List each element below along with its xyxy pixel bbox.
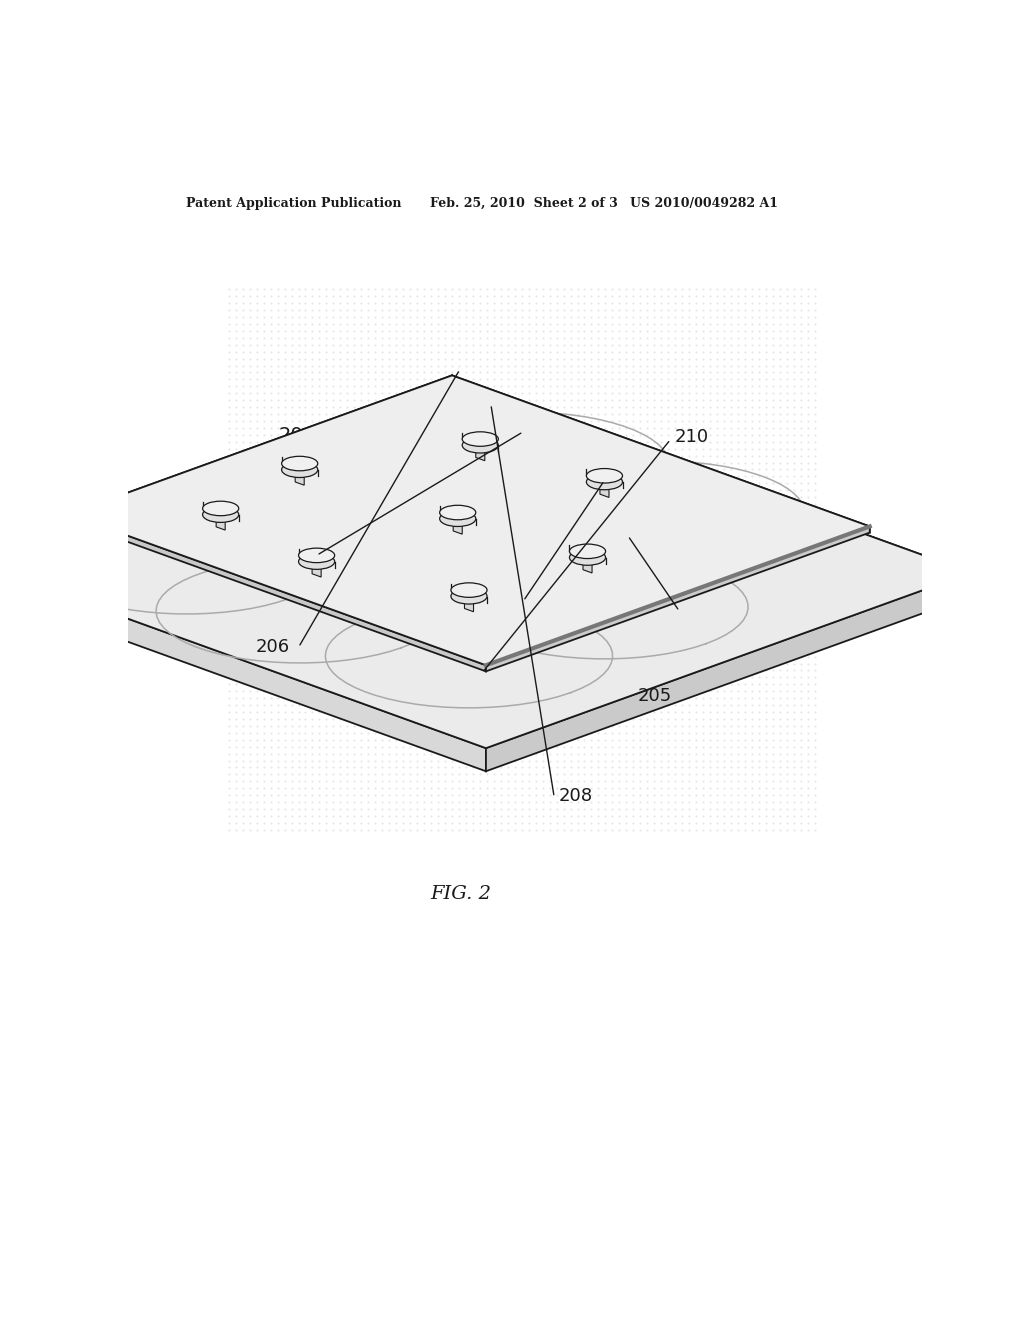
Ellipse shape: [299, 554, 335, 569]
Polygon shape: [476, 444, 484, 461]
Ellipse shape: [569, 544, 605, 558]
Polygon shape: [600, 480, 609, 498]
Ellipse shape: [451, 589, 487, 605]
Text: US 2010/0049282 A1: US 2010/0049282 A1: [630, 197, 778, 210]
Text: 200: 200: [280, 426, 316, 445]
Ellipse shape: [282, 457, 317, 471]
Ellipse shape: [282, 462, 317, 478]
Ellipse shape: [203, 507, 239, 523]
Ellipse shape: [295, 467, 304, 473]
Polygon shape: [0, 561, 486, 771]
Polygon shape: [583, 556, 592, 573]
Polygon shape: [465, 594, 473, 611]
Ellipse shape: [462, 432, 499, 446]
Text: FIG. 2: FIG. 2: [431, 884, 492, 903]
Ellipse shape: [583, 556, 592, 560]
Text: 205: 205: [638, 686, 672, 705]
Polygon shape: [486, 573, 972, 771]
Polygon shape: [295, 469, 304, 486]
Text: Patent Application Publication: Patent Application Publication: [186, 197, 401, 210]
Text: 208: 208: [558, 787, 592, 805]
Polygon shape: [69, 375, 869, 665]
Ellipse shape: [587, 469, 623, 483]
Polygon shape: [312, 560, 322, 577]
Text: Feb. 25, 2010  Sheet 2 of 3: Feb. 25, 2010 Sheet 2 of 3: [430, 197, 618, 210]
Text: 210: 210: [675, 428, 709, 446]
Ellipse shape: [600, 479, 609, 484]
Ellipse shape: [439, 506, 476, 520]
Ellipse shape: [587, 474, 623, 490]
Polygon shape: [454, 517, 462, 535]
Ellipse shape: [569, 549, 605, 565]
Polygon shape: [452, 375, 869, 532]
Ellipse shape: [453, 516, 463, 521]
Ellipse shape: [299, 548, 335, 562]
Polygon shape: [452, 385, 972, 595]
Ellipse shape: [451, 583, 487, 598]
Ellipse shape: [464, 594, 474, 598]
Ellipse shape: [216, 512, 225, 517]
Text: 211: 211: [630, 525, 665, 543]
Polygon shape: [216, 513, 225, 531]
Polygon shape: [486, 527, 869, 672]
Ellipse shape: [475, 444, 485, 447]
Polygon shape: [0, 385, 972, 748]
Polygon shape: [69, 375, 452, 520]
Text: 206: 206: [256, 639, 290, 656]
Ellipse shape: [462, 437, 499, 453]
Ellipse shape: [439, 511, 476, 527]
Ellipse shape: [312, 560, 322, 564]
Polygon shape: [0, 385, 452, 583]
Text: 202: 202: [527, 418, 561, 437]
Ellipse shape: [203, 502, 239, 516]
Polygon shape: [69, 515, 486, 672]
Text: 204: 204: [527, 590, 561, 607]
